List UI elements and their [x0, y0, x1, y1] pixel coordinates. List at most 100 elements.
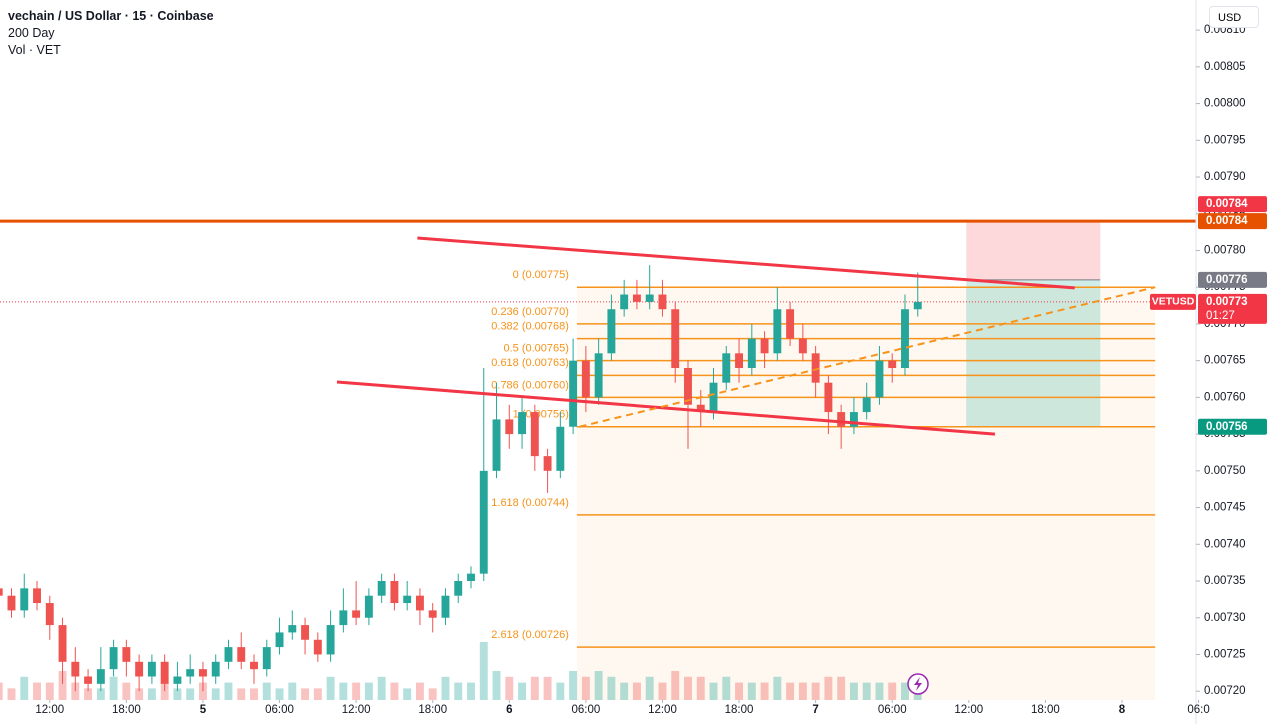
y-tick-label: 0.00805 [1204, 61, 1246, 73]
x-tick-label: 12:00 [648, 704, 677, 716]
symbol-tag-label: VETUSD [1152, 296, 1195, 308]
volume-bar [33, 682, 41, 700]
volume-bar [160, 682, 169, 700]
price-tag-label: 0.00776 [1206, 274, 1248, 286]
trend-line [336, 380, 996, 436]
y-tick-label: 0.00765 [1204, 355, 1246, 367]
fib-label: 0.618 (0.00763) [491, 357, 569, 369]
candle-body [403, 595, 412, 604]
volume-bar [0, 682, 3, 700]
volume-bar [594, 671, 603, 700]
x-tick-label: 7 [812, 704, 818, 716]
candle-body [913, 301, 922, 310]
volume-bar [773, 676, 782, 700]
candle-body [824, 382, 833, 413]
x-tick-label: 12:00 [35, 704, 64, 716]
volume-bar [20, 676, 29, 700]
x-tick-label: 12:00 [954, 704, 983, 716]
volume-bar [760, 682, 769, 700]
volume-bar [339, 682, 348, 700]
y-tick-label: 0.00745 [1204, 502, 1246, 514]
candle-body [696, 404, 705, 413]
candle-body [147, 661, 156, 677]
candle-body [0, 588, 3, 596]
candle-body [467, 573, 475, 582]
candle-body [173, 676, 182, 684]
volume-bar [71, 682, 80, 700]
candle-body [747, 338, 756, 368]
currency-button[interactable]: USD [1209, 6, 1259, 28]
candle-body [709, 382, 718, 413]
volume-bar [875, 682, 884, 700]
candle-body [20, 588, 29, 611]
candle-body [390, 581, 399, 604]
volume-bar [518, 682, 527, 700]
candle-body [735, 353, 744, 368]
candle-body [288, 625, 297, 633]
volume-bar [45, 682, 54, 700]
dashed-trend-line [579, 286, 1156, 428]
candle-body [33, 588, 41, 604]
y-tick-label: 0.00750 [1204, 465, 1246, 477]
last-price-tag [1198, 293, 1267, 324]
candle-body [160, 661, 169, 684]
volume-bar [722, 676, 731, 700]
volume-bar [696, 676, 705, 700]
candle-body [594, 353, 603, 398]
candle-body [198, 669, 207, 677]
candle-body [875, 360, 884, 398]
candle-body [837, 412, 846, 427]
candle-body [811, 353, 820, 383]
x-tick-label: 6 [506, 704, 512, 716]
y-tick-label: 0.00725 [1204, 648, 1246, 660]
candle-body [543, 456, 552, 471]
candle-body [301, 625, 310, 640]
x-tick-label: 06:00 [265, 704, 294, 716]
volume-bar [837, 676, 846, 700]
volume-bar [211, 688, 220, 700]
volume-bar [352, 682, 361, 700]
candle-body [454, 581, 463, 596]
candle-body [71, 661, 80, 677]
x-tick-label: 12:00 [342, 704, 371, 716]
volume-bar [237, 688, 246, 700]
y-tick-label: 0.00730 [1204, 612, 1246, 624]
candle-body [722, 353, 731, 383]
volume-bar [415, 682, 424, 700]
price-tag [1198, 196, 1267, 213]
x-tick-label: 8 [1119, 704, 1126, 716]
volume-bar [377, 676, 386, 700]
volume-bar [467, 682, 475, 700]
candle-body [671, 309, 680, 368]
volume-bar [543, 676, 552, 700]
volume-bar [479, 642, 488, 700]
candle-body [313, 639, 322, 655]
volume-bar [658, 682, 667, 700]
candle-body [569, 360, 578, 427]
volume-bar [109, 676, 118, 700]
volume-bar [505, 676, 514, 700]
fib-label: 1.618 (0.00744) [491, 497, 569, 509]
candle-body [415, 595, 424, 611]
volume-bar [147, 688, 156, 700]
candle-body [620, 294, 629, 310]
candle-body [849, 412, 858, 427]
candle-body [492, 419, 501, 471]
x-tick-label: 06:0 [1187, 704, 1209, 716]
candle-body [186, 669, 195, 677]
volume-bar [862, 682, 871, 700]
indicator-label: 200 Day [8, 26, 55, 40]
volume-bar [58, 671, 67, 700]
volume-bar [581, 676, 590, 700]
volume-bar [250, 688, 258, 700]
fib-label: 0.382 (0.00768) [491, 321, 569, 333]
candle-body [632, 294, 641, 302]
candle-body [773, 309, 782, 354]
candle-body [862, 397, 871, 413]
volume-bar [186, 688, 195, 700]
y-tick-label: 0.00760 [1204, 391, 1246, 403]
candle-body [109, 647, 118, 670]
y-tick-label: 0.00795 [1204, 134, 1246, 146]
